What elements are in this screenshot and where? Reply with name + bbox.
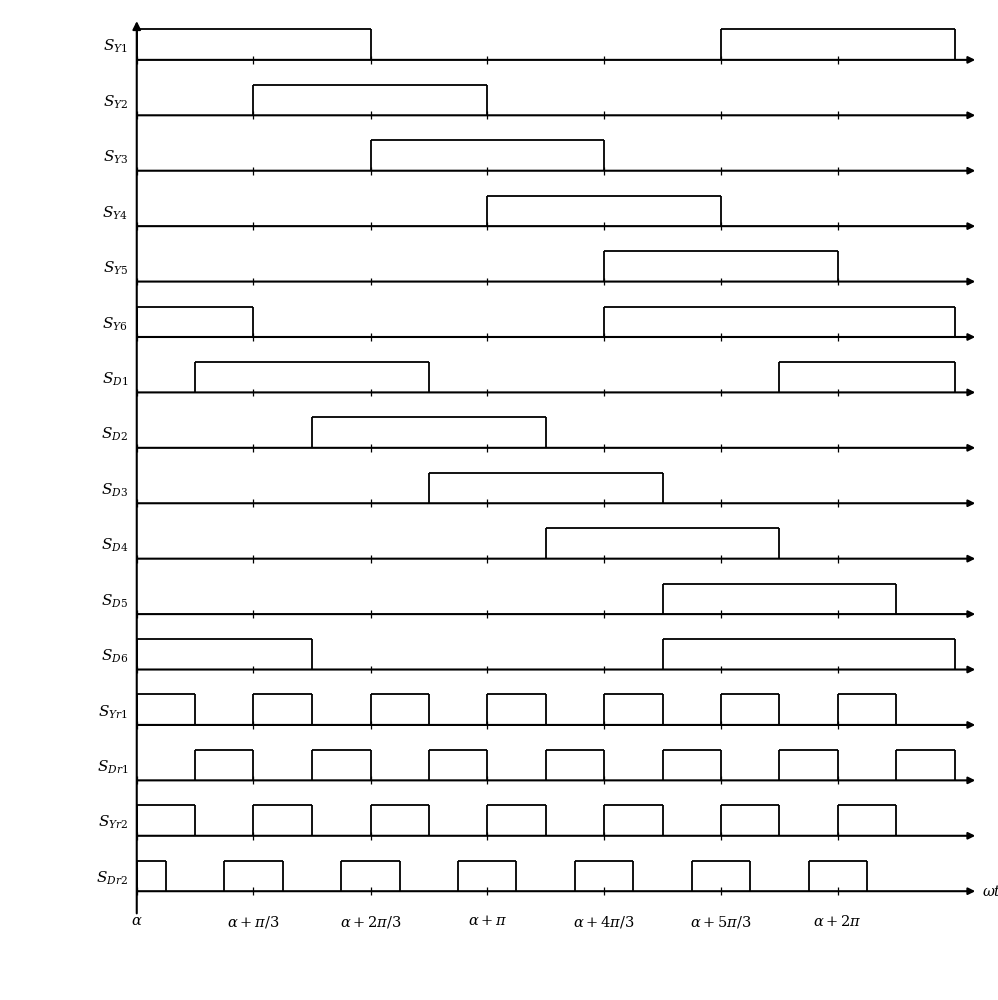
Text: $S_{Y5}$: $S_{Y5}$: [103, 260, 128, 277]
Text: $\alpha+\pi$: $\alpha+\pi$: [467, 914, 507, 928]
Text: $\alpha+\pi/3$: $\alpha+\pi/3$: [228, 914, 279, 930]
Text: $S_{Yr2}$: $S_{Yr2}$: [98, 814, 128, 831]
Text: $S_{D4}$: $S_{D4}$: [101, 537, 128, 554]
Text: $S_{Y1}$: $S_{Y1}$: [103, 38, 128, 55]
Text: $\omega t$: $\omega t$: [982, 884, 998, 899]
Text: $S_{Y2}$: $S_{Y2}$: [103, 93, 128, 111]
Text: $S_{D2}$: $S_{D2}$: [101, 426, 128, 443]
Text: $S_{Yr1}$: $S_{Yr1}$: [98, 703, 128, 721]
Text: $\alpha+2\pi/3$: $\alpha+2\pi/3$: [339, 914, 401, 930]
Text: $\alpha+5\pi/3$: $\alpha+5\pi/3$: [691, 914, 751, 930]
Text: $S_{D3}$: $S_{D3}$: [101, 481, 128, 499]
Text: $\alpha$: $\alpha$: [131, 914, 143, 928]
Text: $S_{Y3}$: $S_{Y3}$: [103, 149, 128, 166]
Text: $S_{Dr2}$: $S_{Dr2}$: [96, 869, 128, 887]
Text: $S_{D5}$: $S_{D5}$: [101, 592, 128, 610]
Text: $\alpha+4\pi/3$: $\alpha+4\pi/3$: [573, 914, 635, 930]
Text: $S_{Dr1}$: $S_{Dr1}$: [97, 759, 128, 776]
Text: $S_{Y4}$: $S_{Y4}$: [102, 204, 128, 222]
Text: $S_{D1}$: $S_{D1}$: [102, 371, 128, 388]
Text: $S_{D6}$: $S_{D6}$: [101, 648, 128, 665]
Text: $\alpha+2\pi$: $\alpha+2\pi$: [813, 914, 862, 929]
Text: $S_{Y6}$: $S_{Y6}$: [103, 315, 128, 333]
